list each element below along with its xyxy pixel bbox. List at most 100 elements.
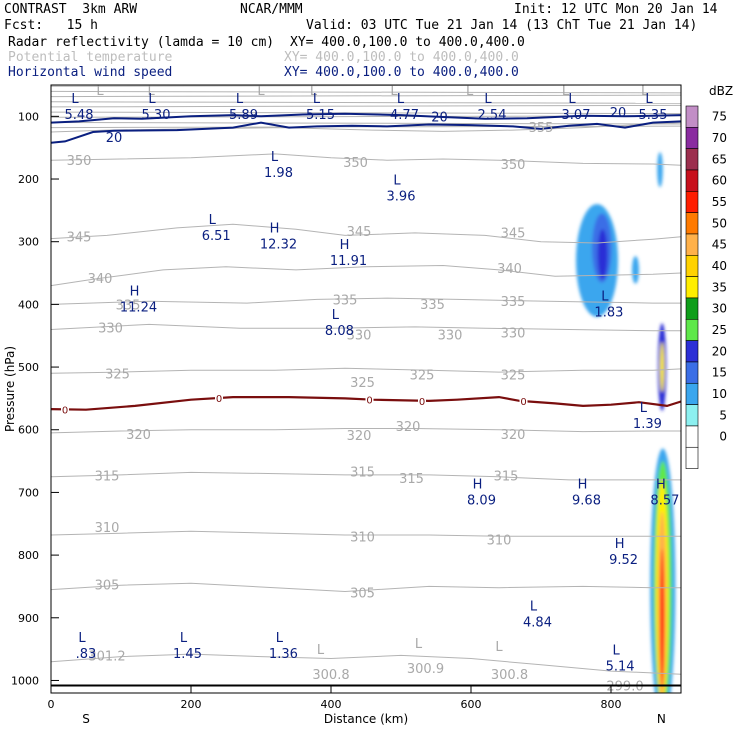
theta-extremum-marker: L bbox=[641, 84, 649, 99]
x-tick-label: 200 bbox=[181, 698, 202, 711]
theta-label: 335 bbox=[333, 293, 358, 308]
theta-extremum-marker: L bbox=[390, 84, 398, 99]
theta-label: 310 bbox=[95, 521, 120, 536]
y-tick-label: 300 bbox=[18, 236, 39, 249]
y-tick-label: 900 bbox=[18, 612, 39, 625]
wind-contour-label: 20 bbox=[610, 106, 627, 121]
theta-contour bbox=[51, 223, 681, 244]
wind-extremum-marker: L bbox=[148, 92, 156, 107]
wind-extremum-value: 1.39 bbox=[633, 417, 662, 432]
wind-extremum-value: 8.09 bbox=[467, 493, 496, 508]
theta-contour bbox=[51, 297, 681, 305]
colorbar-swatch bbox=[685, 127, 699, 149]
theta-label: 315 bbox=[494, 469, 519, 484]
wind-extremum-marker: L bbox=[180, 631, 188, 646]
theta-contour-upper bbox=[51, 122, 681, 125]
zero-label-bg bbox=[418, 395, 426, 406]
colorbar-swatch bbox=[685, 425, 699, 448]
zero-isotherm-label: 0 bbox=[366, 395, 372, 406]
wind-extremum-marker: L bbox=[209, 213, 217, 228]
colorbar-swatch bbox=[685, 340, 699, 363]
theta-label: 320 bbox=[347, 429, 372, 444]
wind-extremum-value: 5.89 bbox=[229, 108, 258, 123]
wind-extremum-marker: L bbox=[393, 173, 401, 188]
theta-label: 300.9 bbox=[407, 662, 444, 677]
wind-extremum-value: 1.36 bbox=[269, 647, 298, 662]
x-tick-label: 600 bbox=[461, 698, 482, 711]
theta-label: 350 bbox=[67, 154, 92, 169]
y-tick-label: 100 bbox=[18, 110, 39, 123]
theta-contour-upper bbox=[51, 104, 681, 108]
zero-label-bg bbox=[61, 404, 69, 415]
theta-label: 335 bbox=[501, 295, 526, 310]
wind-extremum-value: 9.68 bbox=[572, 493, 601, 508]
field-name-theta: Potential temperature bbox=[8, 50, 173, 65]
theta-label: 330 bbox=[501, 327, 526, 342]
wind-extremum-marker: L bbox=[78, 631, 86, 646]
wind-extremum-marker: H bbox=[130, 284, 140, 299]
theta-label: 345 bbox=[67, 231, 92, 246]
theta-label: 320 bbox=[396, 420, 421, 435]
theta-extremum-marker: L bbox=[96, 84, 104, 99]
colorbar-unit: dBZ bbox=[709, 84, 733, 98]
theta-label: 355 bbox=[529, 121, 554, 136]
colorbar-label: 65 bbox=[712, 152, 727, 166]
wind-extremum-value: 5.15 bbox=[306, 108, 335, 123]
colorbar-label: 30 bbox=[712, 302, 727, 316]
colorbar-label: 40 bbox=[712, 259, 727, 273]
y-tick-label: 200 bbox=[18, 173, 39, 186]
reflectivity-layer bbox=[576, 152, 676, 693]
theta-contour bbox=[51, 471, 681, 481]
zero-isotherm-label: 0 bbox=[62, 405, 68, 416]
field-xy-theta: XY= 400.0,100.0 to 400.0,400.0 bbox=[284, 50, 519, 65]
colorbar-label: 20 bbox=[712, 344, 727, 358]
theta-label: 335 bbox=[116, 298, 141, 313]
wind-extremum-value: 2.54 bbox=[478, 108, 507, 123]
header-valid: Valid: 03 UTC Tue 21 Jan 14 (13 ChT Tue … bbox=[306, 18, 698, 33]
wind-extremum-marker: L bbox=[601, 289, 609, 304]
theta-contour bbox=[51, 653, 681, 675]
zero-label-bg bbox=[519, 396, 528, 407]
wind-extremum-value: 1.83 bbox=[594, 305, 623, 320]
y-axis-title: Pressure (hPa) bbox=[3, 346, 17, 432]
theta-contour-upper bbox=[51, 101, 681, 104]
colorbar-label: 15 bbox=[712, 366, 727, 380]
wind-extremum-value: 4.77 bbox=[390, 108, 419, 123]
theta-label: 330 bbox=[438, 328, 463, 343]
wind-extremum-marker: L bbox=[397, 92, 405, 107]
colorbar-swatch bbox=[685, 191, 699, 213]
theta-extremum-marker: L bbox=[310, 84, 318, 99]
y-tick-label: 600 bbox=[18, 424, 39, 437]
reflectivity-cell bbox=[657, 152, 663, 188]
colorbar-swatch bbox=[685, 361, 699, 384]
theta-label: 301.2 bbox=[88, 649, 125, 664]
y-tick-label: 400 bbox=[18, 298, 39, 311]
field-xy-wind: XY= 400.0,100.0 to 400.0,400.0 bbox=[284, 65, 519, 80]
zero-isotherm-line bbox=[51, 395, 681, 411]
theta-label: 345 bbox=[501, 226, 526, 241]
wind-extremum-value: 12.32 bbox=[260, 238, 297, 253]
wind-extremum-marker: L bbox=[640, 401, 648, 416]
theta-label: 350 bbox=[501, 158, 526, 173]
zero-isotherm-label: 0 bbox=[419, 397, 425, 408]
wind-extremum-marker: L bbox=[612, 644, 620, 659]
wind-extremum-value: 9.52 bbox=[609, 553, 638, 568]
wind-extremum-marker: L bbox=[276, 631, 284, 646]
wind-extremum-marker: L bbox=[313, 92, 321, 107]
colorbar-swatch bbox=[685, 233, 699, 256]
wind-extremum-marker: L bbox=[271, 150, 279, 165]
zero-label-bg bbox=[215, 392, 223, 403]
colorbar-swatch bbox=[685, 297, 699, 320]
theta-label: 340 bbox=[497, 262, 522, 277]
theta-contour bbox=[51, 428, 681, 434]
wind-extremum-value: 5.14 bbox=[606, 660, 635, 675]
theta-label: 315 bbox=[350, 466, 375, 481]
wind-extremum-value: 5.30 bbox=[142, 108, 171, 123]
wind-extremum-value: 1.45 bbox=[173, 647, 202, 662]
theta-label: 330 bbox=[98, 322, 123, 337]
theta-label: 320 bbox=[126, 428, 151, 443]
wind-extremum-marker: H bbox=[578, 477, 588, 492]
colorbar-swatch bbox=[685, 382, 699, 405]
